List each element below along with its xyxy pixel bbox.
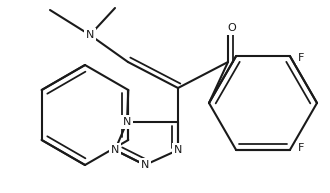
Text: N: N [86,30,94,40]
Text: F: F [298,143,304,153]
Text: F: F [298,53,304,63]
Text: N: N [123,117,131,127]
Text: N: N [141,160,149,170]
Text: N: N [111,145,119,155]
Text: O: O [228,23,236,33]
Text: N: N [174,145,182,155]
